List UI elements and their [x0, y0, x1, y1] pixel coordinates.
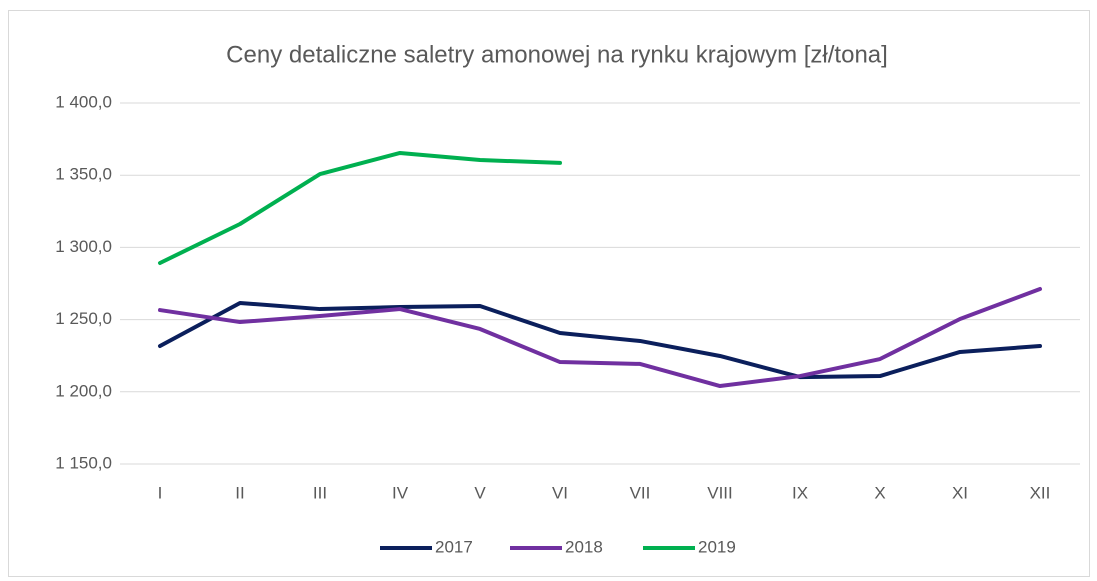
x-tick-label: I — [158, 483, 163, 502]
data-line — [158, 286, 1042, 389]
x-tick-label: VII — [630, 483, 651, 502]
x-tick-label: III — [313, 483, 327, 502]
data-line — [158, 300, 1042, 380]
chart-border — [8, 10, 1090, 577]
x-tick-label: VIII — [707, 483, 733, 502]
x-tick-label: IV — [392, 483, 409, 502]
x-tick-label: II — [235, 483, 244, 502]
y-tick-label: 1 350,0 — [55, 165, 112, 184]
y-tick-label: 1 250,0 — [55, 309, 112, 328]
data-line — [158, 150, 562, 265]
x-tick-label: X — [874, 483, 885, 502]
y-tick-label: 1 400,0 — [55, 92, 112, 111]
y-tick-label: 1 200,0 — [55, 381, 112, 400]
x-tick-label: V — [474, 483, 486, 502]
legend-label: 2019 — [698, 537, 736, 556]
x-tick-label: IX — [792, 483, 808, 502]
legend-label: 2017 — [435, 537, 473, 556]
x-tick-label: XII — [1030, 483, 1051, 502]
x-tick-label: XI — [952, 483, 968, 502]
x-tick-label: VI — [552, 483, 568, 502]
y-tick-label: 1 300,0 — [55, 237, 112, 256]
legend-label: 2018 — [565, 537, 603, 556]
y-tick-label: 1 150,0 — [55, 453, 112, 472]
chart-title: Ceny detaliczne saletry amonowej na rynk… — [226, 41, 888, 68]
